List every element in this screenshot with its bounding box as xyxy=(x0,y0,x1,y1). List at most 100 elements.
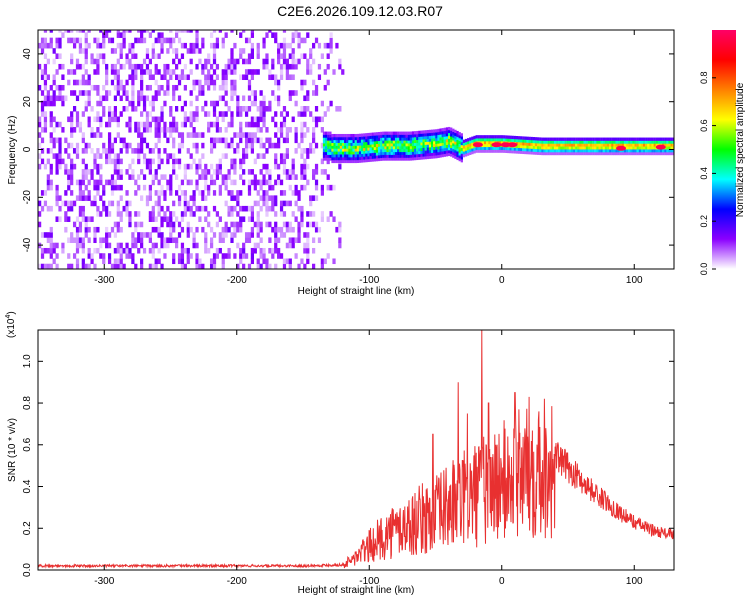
heatmap-cell xyxy=(75,258,80,265)
heatmap-cell xyxy=(613,137,616,141)
heatmap-cell xyxy=(244,205,249,212)
heatmap-cell xyxy=(309,148,313,154)
heatmap-cell xyxy=(81,79,85,86)
heatmap-cell xyxy=(581,146,584,150)
heatmap-cell xyxy=(259,90,263,96)
heatmap-cell xyxy=(58,137,62,144)
heatmap-cell xyxy=(609,143,612,147)
heatmap-cell xyxy=(87,169,91,175)
heatmap-cell xyxy=(564,140,567,144)
heatmap-cell xyxy=(110,190,115,196)
heatmap-cell xyxy=(271,63,275,70)
heatmap-cell xyxy=(183,169,187,175)
heatmap-cell xyxy=(279,253,284,259)
heatmap-cell xyxy=(452,151,455,155)
heatmap-cell xyxy=(239,247,243,254)
heatmap-cell xyxy=(67,179,71,186)
heatmap-cell xyxy=(259,195,263,201)
heatmap-cell xyxy=(361,133,364,137)
heatmap-cell xyxy=(373,152,377,156)
heatmap-cell xyxy=(128,121,132,128)
heatmap-cell xyxy=(145,69,150,75)
heatmap-cell xyxy=(300,84,304,91)
heatmap-cell xyxy=(422,150,425,154)
heatmap-cell xyxy=(363,136,366,140)
heatmap-cell xyxy=(524,136,527,140)
heatmap-cell xyxy=(61,242,65,249)
heatmap-cell xyxy=(119,263,123,269)
heatmap-cell xyxy=(405,148,408,153)
heatmap-cell xyxy=(602,151,606,156)
heatmap-cell xyxy=(418,133,421,137)
heatmap-cell xyxy=(183,211,187,217)
heatmap-cell xyxy=(662,143,665,147)
heatmap-cell xyxy=(277,42,281,49)
heatmap-cell xyxy=(148,148,152,154)
heatmap-cell xyxy=(227,63,231,70)
heatmap-cell xyxy=(195,42,199,49)
heatmap-cell xyxy=(140,79,144,86)
heatmap-cell xyxy=(137,63,141,70)
heatmap-cell xyxy=(268,169,272,175)
heatmap-cell xyxy=(409,142,413,147)
heatmap-cell xyxy=(49,169,53,175)
heatmap-cell xyxy=(64,190,68,196)
heatmap-cell xyxy=(365,153,368,157)
heatmap-cell xyxy=(239,53,243,59)
heatmap-cell xyxy=(556,140,559,144)
heatmap-cell xyxy=(186,221,190,228)
heatmap-cell xyxy=(105,63,109,70)
heatmap-cell xyxy=(285,226,289,233)
heatmap-cell xyxy=(575,151,578,156)
heatmap-cell xyxy=(517,141,521,146)
heatmap-cell xyxy=(433,138,436,142)
heatmap-cell xyxy=(84,58,88,65)
heatmap-cell xyxy=(140,74,144,81)
heatmap-cell xyxy=(541,137,544,141)
heatmap-cell xyxy=(186,258,190,265)
heatmap-cell xyxy=(259,100,263,107)
heatmap-cell xyxy=(441,136,444,140)
heatmap-cell xyxy=(649,143,652,147)
heatmap-cell xyxy=(447,144,451,148)
heatmap-cell xyxy=(218,169,222,175)
heatmap-cell xyxy=(562,149,565,153)
colorbar: 0.00.20.40.60.8 Normalized spectral ampl… xyxy=(699,30,746,275)
snr-panel: -300 -200 -100 0 100 0.00.20.40.60.81.0 Heig… xyxy=(5,311,675,596)
heatmap-cell xyxy=(52,153,56,159)
heatmap-cell xyxy=(256,153,260,159)
heatmap-cell xyxy=(358,156,362,160)
heatmap-cell xyxy=(102,111,106,117)
heatmap-cell xyxy=(539,146,542,150)
heatmap-cell xyxy=(320,263,324,269)
heatmap-cell xyxy=(380,154,383,159)
heatmap-cell xyxy=(428,144,432,148)
heatmap-cell xyxy=(435,146,438,150)
heatmap-cell xyxy=(198,174,202,180)
heatmap-cell xyxy=(192,132,196,138)
heatmap-cell xyxy=(500,140,504,145)
heatmap-cell xyxy=(119,258,123,265)
heatmap-cell xyxy=(532,148,536,152)
heatmap-cell xyxy=(99,132,103,138)
heatmap-cell xyxy=(128,127,132,133)
heatmap-cell xyxy=(55,195,59,201)
heatmap-cell xyxy=(573,146,576,150)
heatmap-cell xyxy=(422,153,425,157)
heatmap-cell xyxy=(422,138,425,143)
heatmap-cell xyxy=(420,153,423,157)
heatmap-cell xyxy=(78,221,83,228)
heatmap-cell xyxy=(268,137,272,144)
heatmap-cell xyxy=(344,148,347,152)
heatmap-cell xyxy=(577,149,580,153)
heatmap-cell xyxy=(107,142,112,149)
heatmap-cell xyxy=(640,140,644,144)
heatmap-cell xyxy=(125,211,129,217)
heatmap-cell xyxy=(142,58,147,65)
heatmap-cell xyxy=(356,139,360,143)
heatmap-cell xyxy=(84,48,88,54)
heatmap-cell xyxy=(490,135,493,139)
heatmap-cell xyxy=(452,134,455,138)
heatmap-cell xyxy=(356,151,360,155)
heatmap-cell xyxy=(58,216,62,222)
